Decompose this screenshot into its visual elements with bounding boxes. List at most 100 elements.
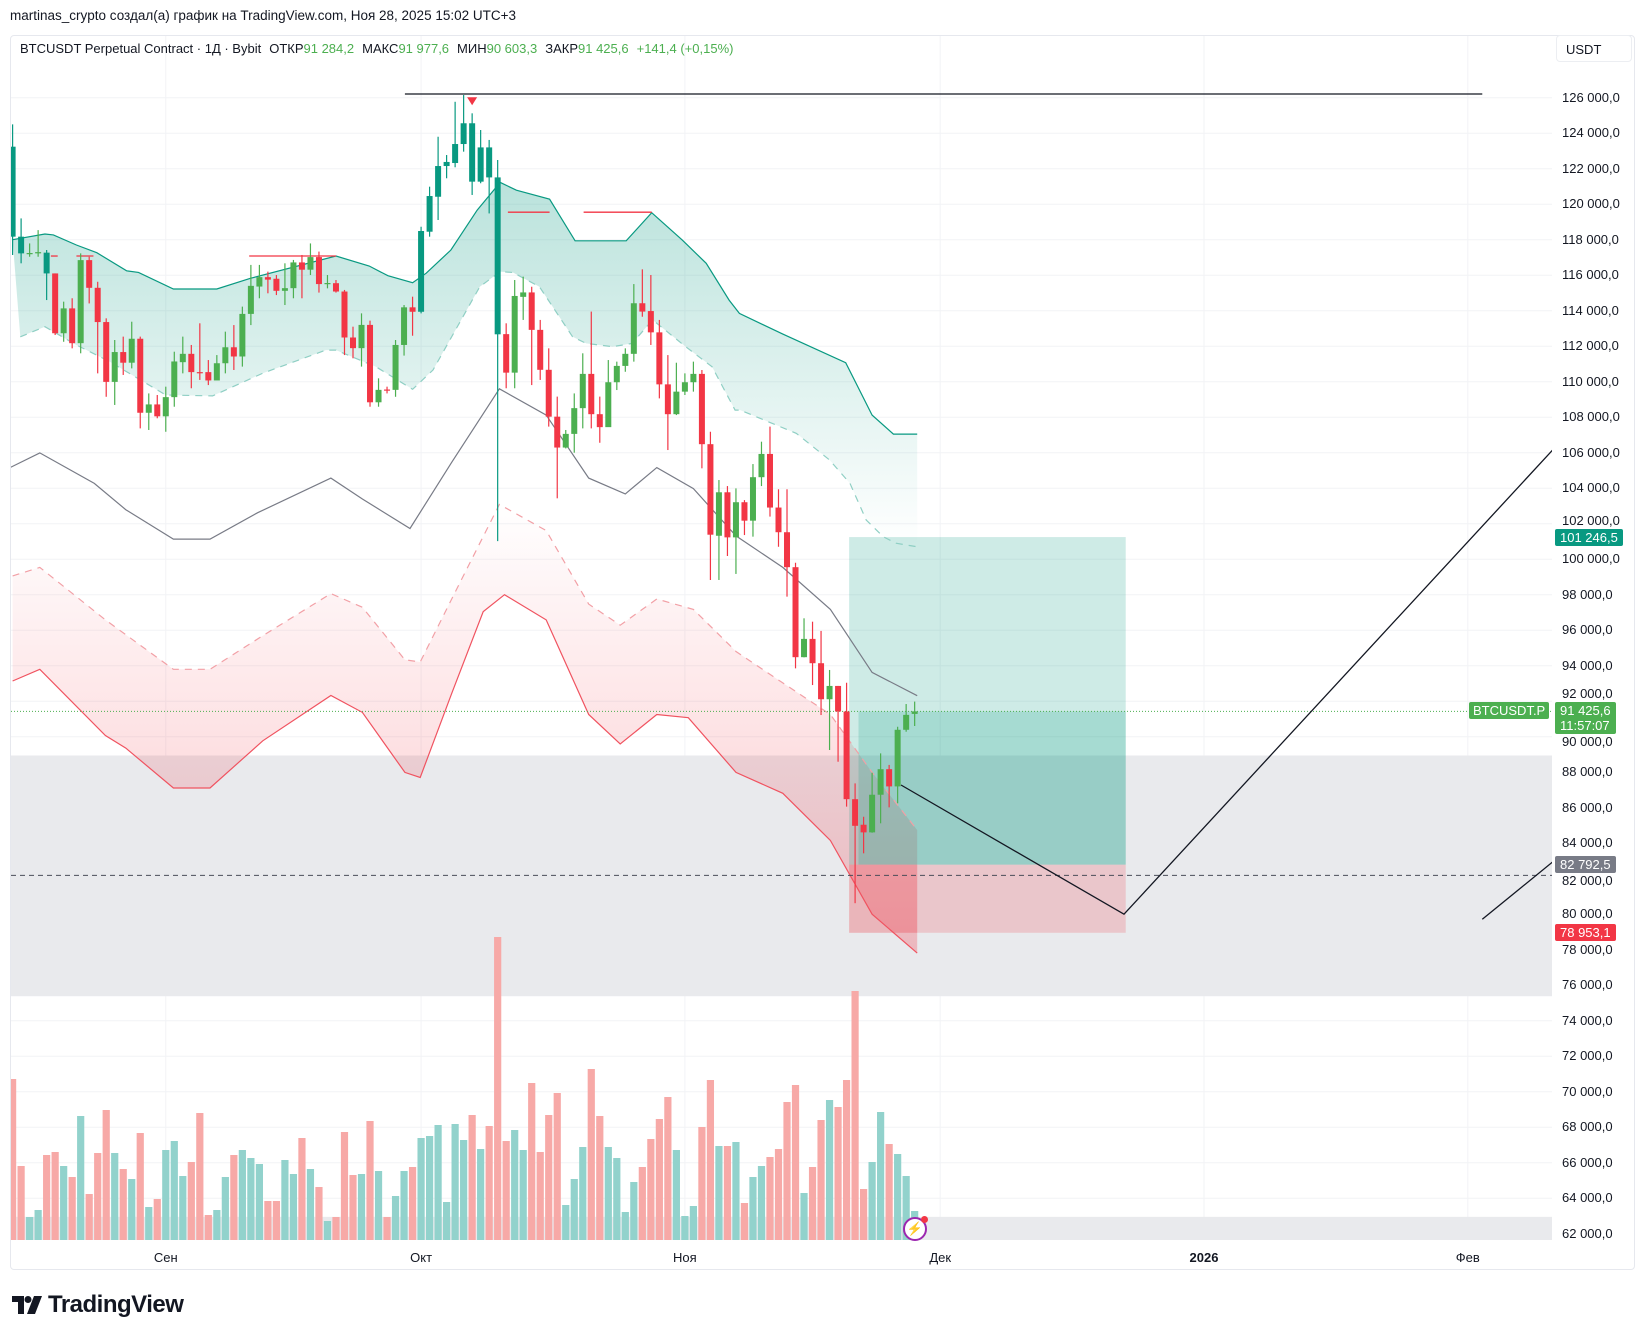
candle-body	[196, 372, 203, 374]
price-axis-label: 62 000,0	[1562, 1225, 1613, 1241]
volume-bar	[519, 1150, 527, 1240]
candle-body	[94, 287, 101, 323]
candle	[426, 186, 433, 237]
volume-bar	[494, 937, 502, 1240]
candle-body	[230, 347, 237, 357]
candle-body	[43, 252, 50, 274]
price-axis-label: 74 000,0	[1562, 1012, 1613, 1028]
candle	[647, 275, 654, 345]
candle	[537, 319, 544, 380]
candle-body	[137, 338, 144, 413]
candle	[443, 155, 450, 179]
volume-bar	[825, 1100, 834, 1240]
candle	[384, 386, 391, 394]
price-axis-label: 64 000,0	[1562, 1190, 1613, 1206]
candle	[835, 685, 842, 762]
volume-bar	[187, 1162, 195, 1240]
candle	[511, 279, 518, 389]
candle-body	[256, 277, 263, 287]
candle	[528, 286, 535, 386]
low-value: 90 603,3	[486, 40, 538, 56]
candle-body	[120, 352, 127, 363]
candle-body	[452, 144, 459, 164]
price-axis-label: 106 000,0	[1562, 444, 1620, 460]
volume-bar	[85, 1194, 93, 1240]
currency-button[interactable]: USDT	[1556, 35, 1632, 62]
price-axis-label: 110 000,0	[1562, 373, 1619, 389]
candle	[239, 306, 246, 367]
open-value: 91 284,2	[303, 40, 355, 56]
price-axis-label: 96 000,0	[1562, 622, 1613, 638]
candle-body	[511, 295, 518, 373]
volume-bar	[128, 1179, 136, 1240]
volume-bar	[332, 1217, 340, 1240]
candle	[818, 630, 825, 716]
candle-body	[477, 147, 484, 182]
candle-body	[503, 334, 510, 373]
close-value: 91 425,6	[578, 40, 629, 56]
candle	[69, 298, 76, 349]
candle-body	[86, 260, 93, 288]
volume-bar	[698, 1127, 706, 1240]
candle-body	[103, 322, 110, 382]
volume-bar	[60, 1166, 68, 1240]
lower-band-line	[12, 593, 918, 954]
stop-price-badge: 78 953,1	[1555, 924, 1616, 942]
volume-bar	[281, 1160, 289, 1240]
volume-bar	[111, 1153, 119, 1240]
candle-body	[409, 307, 416, 312]
candle	[690, 361, 697, 392]
time-axis-label: Дек	[929, 1250, 952, 1265]
candle	[162, 386, 169, 432]
candle	[35, 230, 42, 257]
candle-body	[332, 283, 339, 292]
candle	[111, 339, 118, 405]
time-axis-label: Ноя	[673, 1250, 697, 1265]
candle	[171, 351, 178, 407]
volume-bar	[842, 1080, 851, 1240]
symbol-title[interactable]: BTCUSDT Perpetual Contract · 1Д · Bybit	[20, 40, 262, 56]
lightning-icon[interactable]: ⚡	[903, 1216, 928, 1241]
candle-body	[273, 278, 280, 291]
volume-bar	[408, 1167, 417, 1240]
grid	[11, 36, 1552, 1240]
volume-bar	[868, 1162, 876, 1240]
volume-bar	[596, 1116, 604, 1240]
candle	[766, 426, 773, 517]
volume-bar	[357, 1174, 366, 1240]
tradingview-logo[interactable]: TradingView	[12, 1291, 184, 1319]
candle	[375, 378, 382, 407]
price-axis-label: 126 000,0	[1562, 89, 1620, 105]
candle	[222, 331, 229, 374]
volume-bar	[783, 1102, 791, 1240]
candle	[418, 226, 425, 314]
volume-bar	[196, 1113, 204, 1240]
volume-bar	[247, 1158, 255, 1240]
candle-body	[724, 492, 731, 538]
candle	[273, 275, 280, 296]
candle	[77, 253, 84, 354]
candle	[367, 320, 374, 407]
candle	[630, 284, 637, 362]
candle	[196, 323, 203, 380]
volume-bar	[553, 1093, 561, 1240]
candle-body	[903, 714, 910, 730]
volume-bar	[11, 1079, 17, 1240]
candle-body	[469, 123, 476, 182]
candle	[784, 489, 791, 597]
candle-body	[171, 361, 178, 398]
volume-bar	[502, 1141, 510, 1240]
candle	[213, 355, 220, 381]
candle-body	[392, 344, 399, 390]
volume-bar	[902, 1176, 910, 1240]
volume-bar	[894, 1154, 902, 1240]
candle	[579, 353, 586, 429]
volume-bar	[162, 1150, 170, 1240]
low-label: МИН	[457, 40, 487, 56]
plot-area	[11, 93, 1552, 1240]
volume-bar	[570, 1179, 578, 1240]
candle	[520, 276, 527, 320]
candle-body	[145, 404, 152, 413]
high-value: 91 977,6	[398, 40, 450, 56]
